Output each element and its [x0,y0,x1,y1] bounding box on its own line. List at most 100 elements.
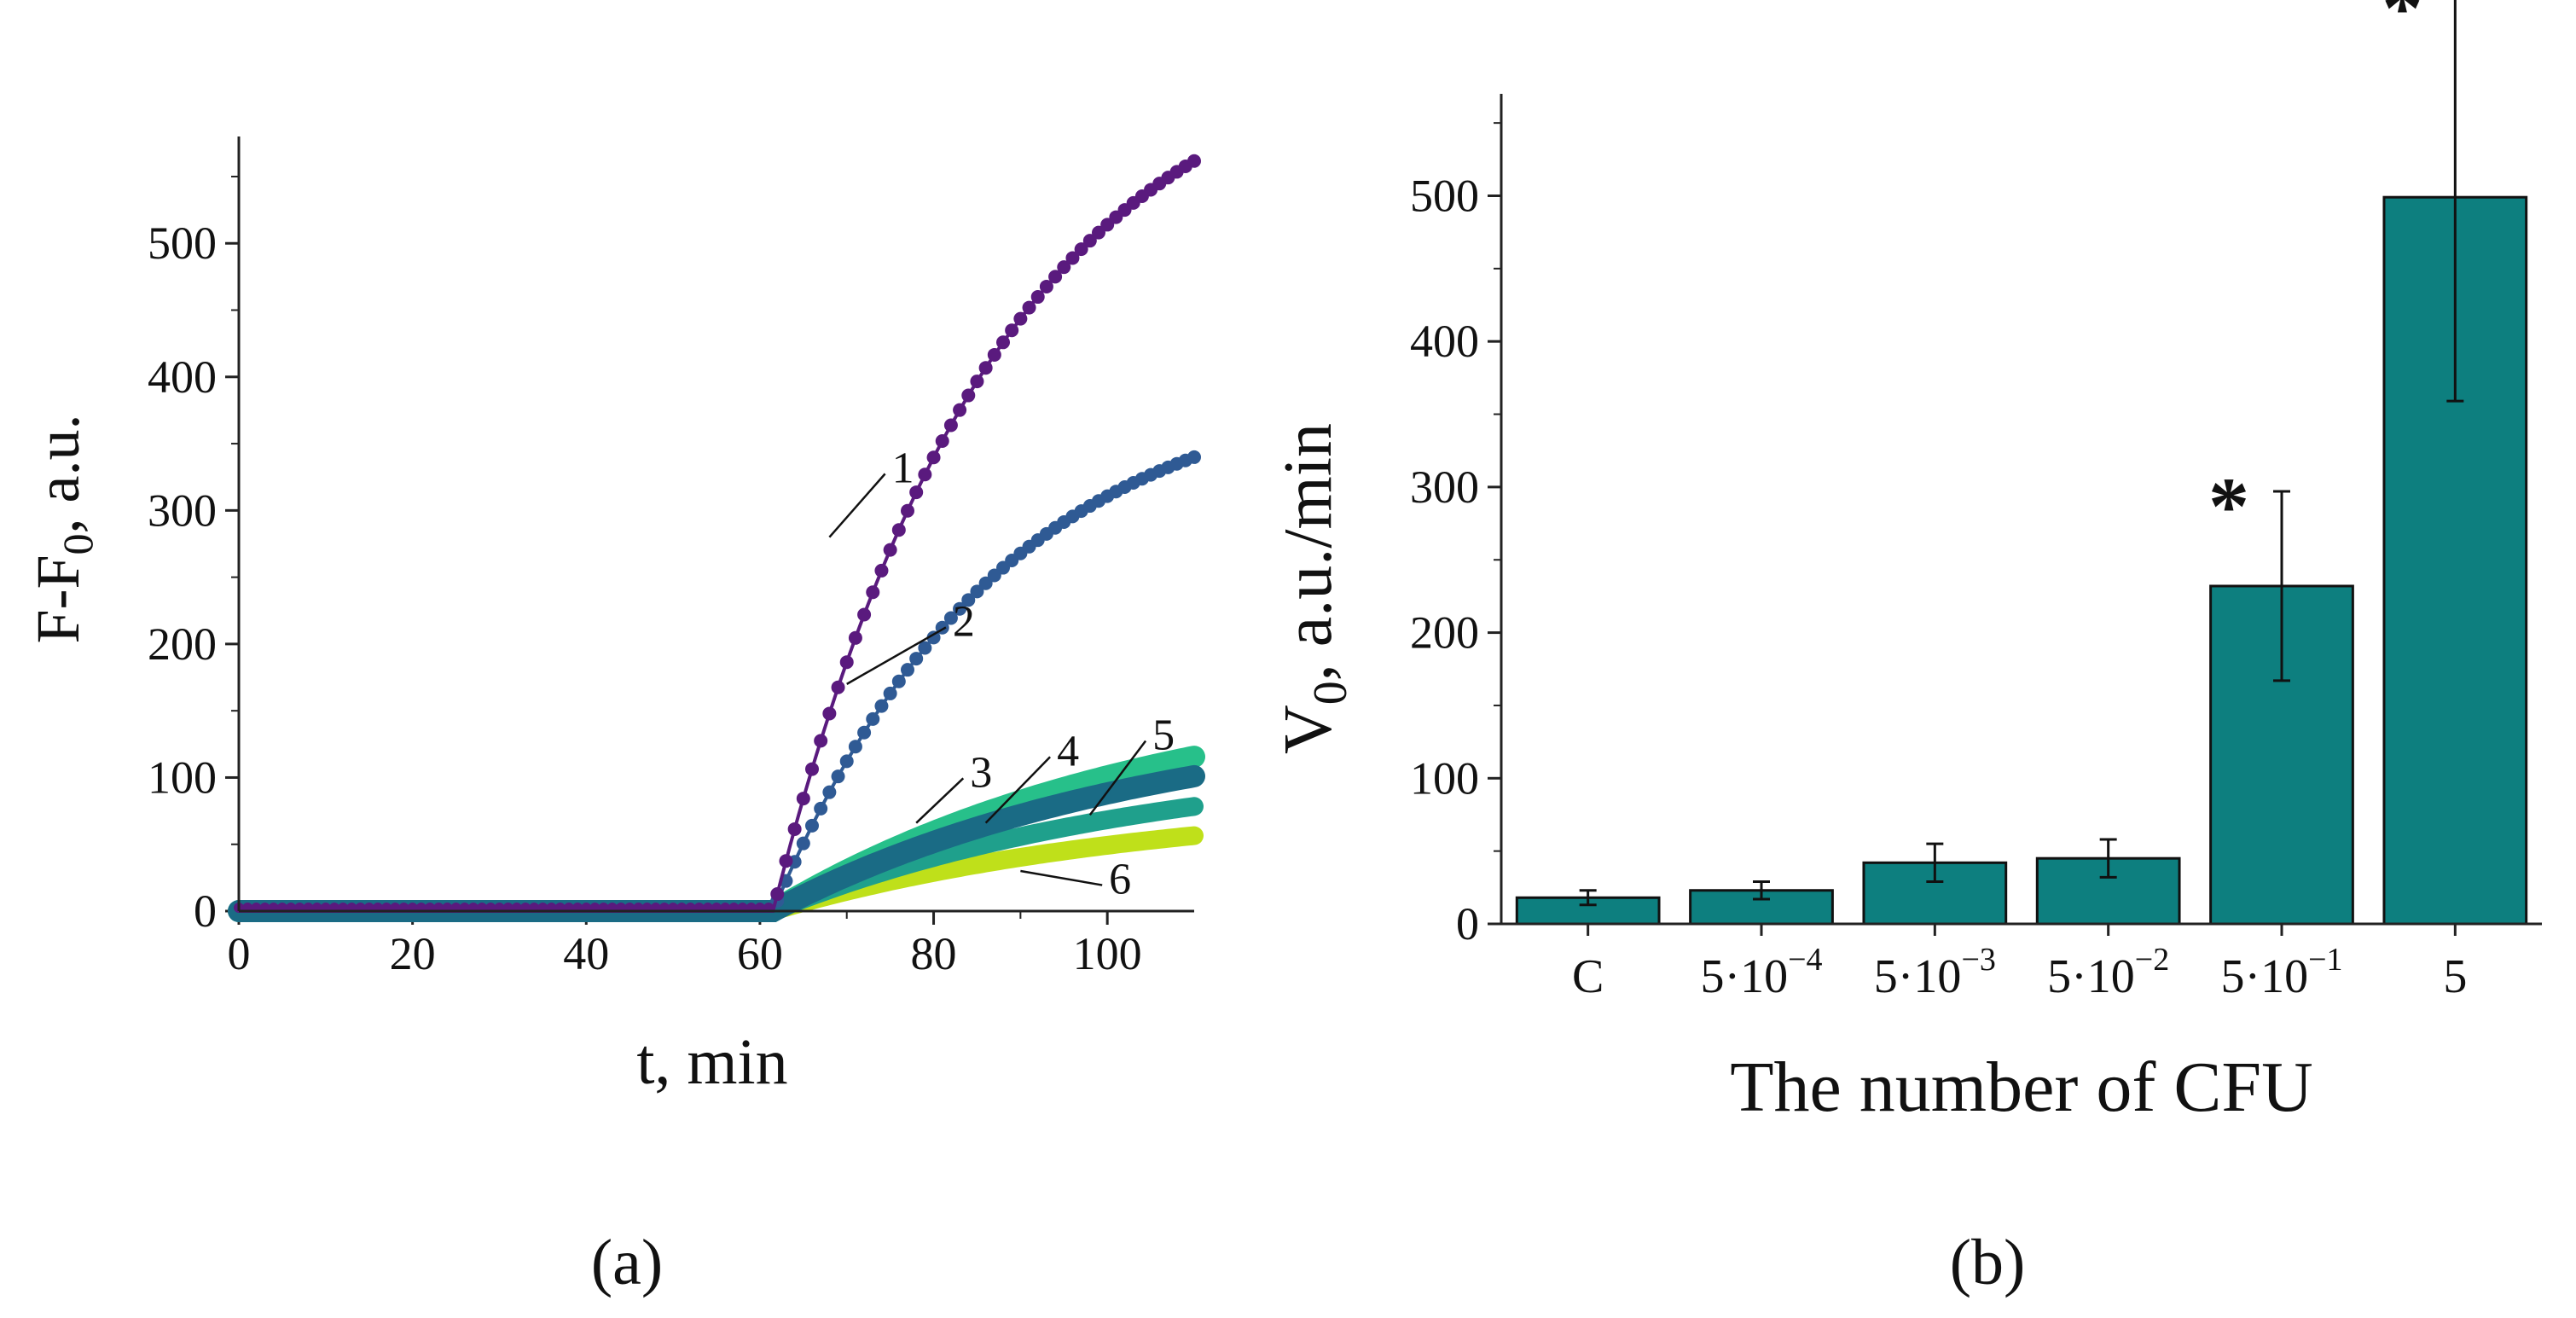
series-1-point [1022,300,1036,315]
panel-a-y-tick-label: 0 [194,885,217,937]
series-2-point [943,611,958,625]
series-2-leader [846,626,947,685]
panel-a-y-tick-label: 200 [148,618,217,670]
panel-b-x-axis-title: The number of CFU [1730,1048,2313,1127]
series-1-point [796,792,810,806]
series-1-point [918,467,932,482]
panel-b-chart: 0 100 200 300 400 500 * * C 5·10−4 5·10−3 5·10−2 5… [1271,0,2542,1298]
series-2-label: 2 [953,597,975,646]
series-2-point [978,576,993,590]
panel-a-x-tick-label: 100 [1073,928,1142,979]
series-1-point [1082,234,1097,248]
series-1-point [943,418,958,433]
series-1-point [935,434,949,449]
panel-b-x-tick-label: 5·10−2 [2047,942,2169,1003]
panel-b-x-tick-label: 5·10−4 [1700,942,1822,1003]
series-6-line [229,826,1204,920]
panel-a-y-tick-label: 400 [148,351,217,403]
series-1-point [1013,311,1028,326]
series-1-point [996,335,1010,350]
series-1-point [779,854,793,868]
panel-b-x-tick-label: 5·10−3 [1874,942,1996,1003]
series-1-point [770,887,785,902]
series-2-point [970,584,984,599]
panel-b-y-tick-label: 100 [1410,752,1479,804]
panel-b-x-tick-label: C [1572,950,1604,1003]
panel-a-y-tick-label: 500 [148,218,217,269]
series-2-point [814,801,828,816]
series-1-point [909,485,924,500]
panel-b-y-tick-label: 200 [1410,607,1479,659]
series-1-point [1057,260,1071,275]
series-1-point [874,563,889,578]
series-6-leader [1020,869,1103,886]
series-6-label: 6 [1109,856,1131,904]
series-2-point [796,836,810,851]
series-2-point [901,663,914,677]
panel-b-label: (b) [1950,1227,2026,1298]
panel-b-y-axis-title: V0, a.u./min [1271,423,1357,754]
panel-a-x-tick-label: 20 [390,928,436,979]
series-4-leader [984,756,1051,824]
series-1-point [987,347,1001,362]
series-2-point [883,686,897,700]
series-2-point [926,630,941,645]
panel-a-x-axis-title: t, min [636,1026,787,1098]
series-1-point [1074,242,1088,257]
series-1-point [787,822,802,836]
panel-b-y-tick-label: 400 [1410,316,1479,367]
series-2-point [953,601,967,616]
series-1-point [866,585,880,600]
series-2-point [848,740,862,754]
series-1-point [883,543,897,557]
series-1-point [953,403,967,417]
series-1-point [831,680,845,694]
panel-b-y-tick-label: 0 [1456,898,1479,949]
panel-a-chart: 0 100 200 300 400 500 0 20 40 60 80 100 1 2 3 4 5 6 t, m… [24,136,1205,1298]
panel-a-x-tick-label: 80 [911,928,957,979]
series-2-point [822,785,837,799]
series-2-point [891,674,906,688]
panel-a-x-tick-label: 0 [228,928,251,979]
series-1-point [805,762,819,776]
series-2-point [831,769,845,784]
series-2-point [839,754,854,769]
series-1-point [970,374,984,389]
series-2-point [857,725,872,740]
series-1-leader [828,473,886,538]
panel-b-y-tick-label: 500 [1410,170,1479,221]
series-2-point [909,652,924,666]
panel-a-x-tick-label: 60 [737,928,783,979]
series-1-point [926,450,941,465]
series-1-point [1187,154,1201,168]
series-5-leader [1088,740,1147,816]
series-2-point [805,818,819,833]
series-2-point [1187,450,1201,464]
panel-b-y-tick-label: 300 [1410,462,1479,513]
series-1-point [857,607,872,622]
series-4-label: 4 [1057,727,1079,775]
panel-b-x-tick-label: 5·10−1 [2220,942,2342,1003]
panel-a-y-tick-label: 100 [148,752,217,803]
panel-a-y-axis-title: F-F0, a.u. [24,414,102,643]
panel-b-x-tick-label: 5 [2443,950,2467,1003]
series-1-point [839,655,854,670]
panel-a-x-tick-label: 40 [563,928,609,979]
series-1-point [848,630,862,645]
series-1-point [978,361,993,375]
series-1-point [961,388,976,403]
series-1-point [1005,323,1019,338]
series-1-point [814,734,828,748]
series-1-point [1048,270,1063,284]
series-1-point [891,523,906,537]
series-1-point [822,706,837,721]
series-2-point [874,699,889,713]
series-3-label: 3 [970,748,992,797]
series-2-point [961,593,976,607]
series-1-point [901,503,914,518]
series-2-point [866,711,880,726]
series-1-point [1092,225,1105,240]
panel-a-y-tick-label: 300 [148,485,217,536]
series-5-label: 5 [1152,711,1175,759]
series-1-label: 1 [892,444,914,492]
